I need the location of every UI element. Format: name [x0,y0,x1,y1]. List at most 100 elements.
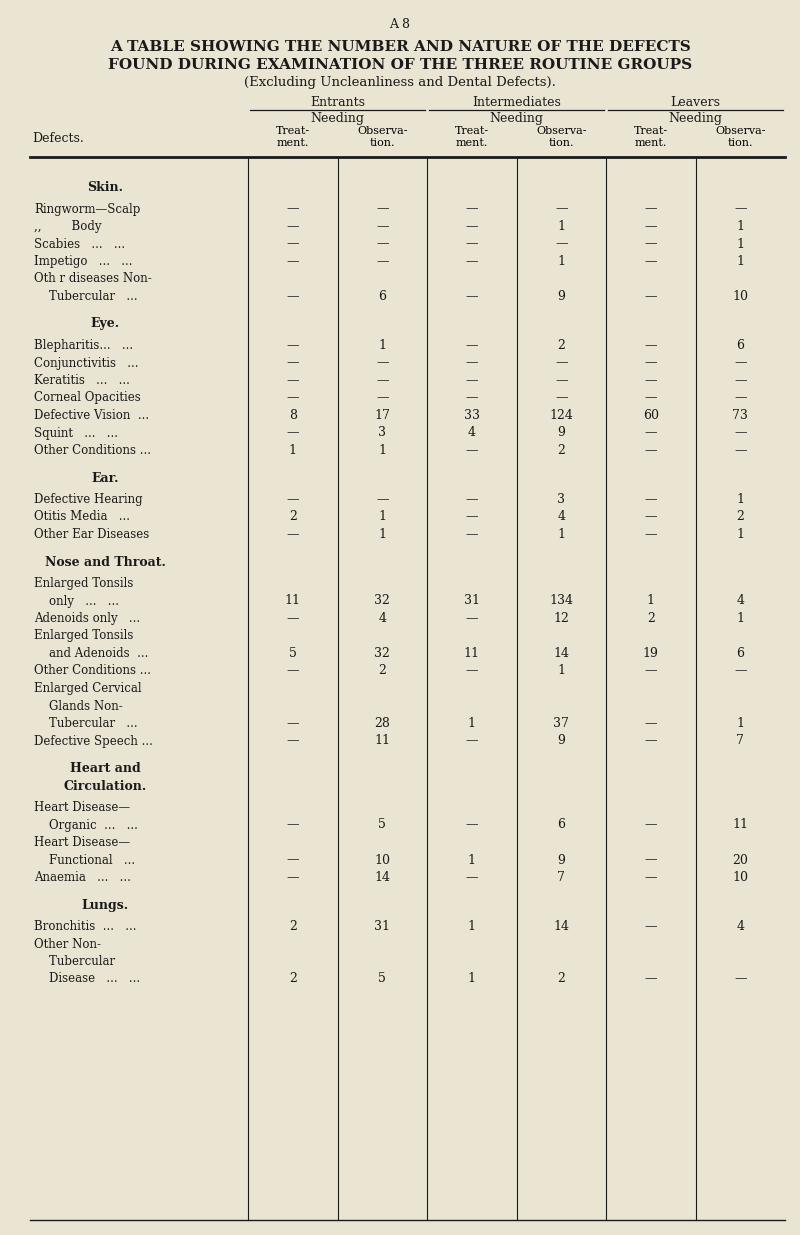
Text: 1: 1 [736,237,744,251]
Text: —: — [734,426,746,440]
Text: 1: 1 [736,718,744,730]
Text: Needing: Needing [310,112,365,125]
Text: 2: 2 [289,510,297,524]
Text: 6: 6 [378,290,386,303]
Text: Enlarged Tonsils: Enlarged Tonsils [34,577,134,590]
Text: Defective Speech ...: Defective Speech ... [34,735,153,747]
Text: Anaemia   ...   ...: Anaemia ... ... [34,871,131,884]
Text: Observa-
tion.: Observa- tion. [715,126,766,148]
Text: 8: 8 [289,409,297,422]
Text: Enlarged Tonsils: Enlarged Tonsils [34,630,134,642]
Text: Impetigo   ...   ...: Impetigo ... ... [34,254,133,268]
Text: Defective Vision  ...: Defective Vision ... [34,409,149,422]
Text: —: — [645,290,657,303]
Text: 33: 33 [464,409,480,422]
Text: —: — [466,203,478,215]
Text: Observa-
tion.: Observa- tion. [357,126,407,148]
Text: 1: 1 [646,594,654,608]
Text: —: — [466,735,478,747]
Text: 4: 4 [378,613,386,625]
Text: Treat-
ment.: Treat- ment. [634,126,668,148]
Text: ,,        Body: ,, Body [34,220,102,233]
Text: —: — [466,664,478,678]
Text: —: — [645,920,657,932]
Text: Conjunctivitis   ...: Conjunctivitis ... [34,357,138,369]
Text: Tubercular   ...: Tubercular ... [34,290,138,303]
Text: Glands Non-: Glands Non- [34,699,122,713]
Text: Tubercular   ...: Tubercular ... [34,718,138,730]
Text: 28: 28 [374,718,390,730]
Text: Treat-
ment.: Treat- ment. [454,126,489,148]
Text: —: — [466,220,478,233]
Text: —: — [645,871,657,884]
Text: —: — [466,374,478,387]
Text: Defective Hearing: Defective Hearing [34,493,142,506]
Text: Heart Disease—: Heart Disease— [34,802,130,814]
Text: —: — [286,853,299,867]
Text: Adenoids only   ...: Adenoids only ... [34,613,140,625]
Text: 6: 6 [736,647,744,659]
Text: 7: 7 [558,871,565,884]
Text: —: — [645,819,657,831]
Text: —: — [466,357,478,369]
Text: Keratitis   ...   ...: Keratitis ... ... [34,374,130,387]
Text: 9: 9 [558,290,565,303]
Text: 7: 7 [736,735,744,747]
Text: Needing: Needing [669,112,722,125]
Text: —: — [286,374,299,387]
Text: 2: 2 [558,445,565,457]
Text: Treat-
ment.: Treat- ment. [276,126,310,148]
Text: Heart Disease—: Heart Disease— [34,836,130,848]
Text: 1: 1 [558,220,566,233]
Text: Scabies   ...   ...: Scabies ... ... [34,237,125,251]
Text: 31: 31 [374,920,390,932]
Text: —: — [466,290,478,303]
Text: 20: 20 [732,853,748,867]
Text: —: — [376,391,389,405]
Text: —: — [645,203,657,215]
Text: Eye.: Eye. [90,317,119,331]
Text: Observa-
tion.: Observa- tion. [536,126,586,148]
Text: 9: 9 [558,853,565,867]
Text: —: — [466,613,478,625]
Text: 1: 1 [736,613,744,625]
Text: 31: 31 [464,594,480,608]
Text: 1: 1 [378,338,386,352]
Text: —: — [555,237,567,251]
Text: 1: 1 [378,529,386,541]
Text: only   ...   ...: only ... ... [34,594,119,608]
Text: Other Ear Diseases: Other Ear Diseases [34,529,150,541]
Text: 10: 10 [732,290,748,303]
Text: —: — [734,664,746,678]
Text: 11: 11 [464,647,480,659]
Text: Intermediates: Intermediates [472,96,561,109]
Text: —: — [555,391,567,405]
Text: —: — [645,426,657,440]
Text: 1: 1 [736,220,744,233]
Text: —: — [286,237,299,251]
Text: Corneal Opacities: Corneal Opacities [34,391,141,405]
Text: —: — [286,290,299,303]
Text: 32: 32 [374,647,390,659]
Text: Entrants: Entrants [310,96,365,109]
Text: 5: 5 [378,972,386,986]
Text: 10: 10 [374,853,390,867]
Text: 37: 37 [554,718,569,730]
Text: 14: 14 [554,647,570,659]
Text: —: — [645,391,657,405]
Text: 19: 19 [643,647,658,659]
Text: —: — [645,338,657,352]
Text: —: — [645,357,657,369]
Text: Heart and: Heart and [70,762,140,776]
Text: 1: 1 [558,664,566,678]
Text: 1: 1 [736,529,744,541]
Text: 60: 60 [642,409,658,422]
Text: 9: 9 [558,426,565,440]
Text: 1: 1 [289,445,297,457]
Text: —: — [286,338,299,352]
Text: 4: 4 [468,426,476,440]
Text: —: — [645,718,657,730]
Text: 6: 6 [736,338,744,352]
Text: 73: 73 [732,409,748,422]
Text: —: — [466,529,478,541]
